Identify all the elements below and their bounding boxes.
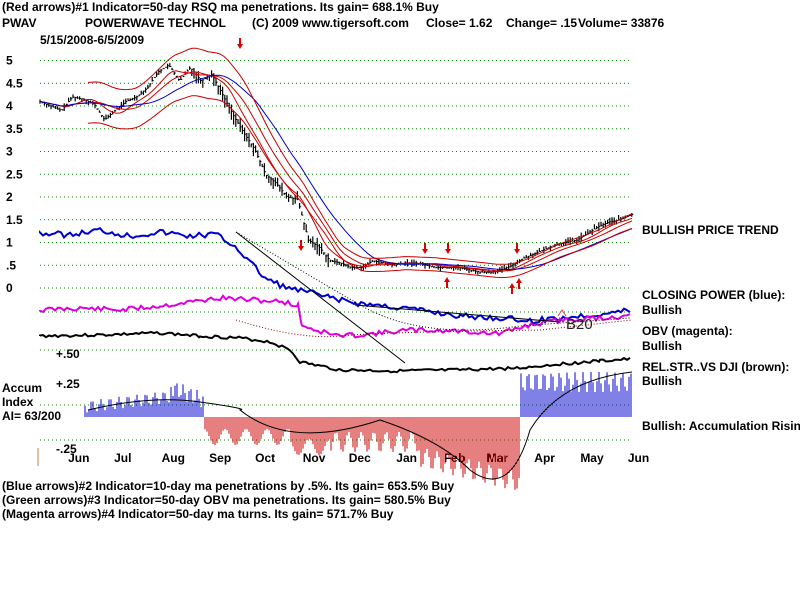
accum-tick-low: -.25 xyxy=(56,442,77,456)
ma-short-line xyxy=(39,70,633,273)
x-tick-label: Jan xyxy=(396,451,417,465)
y-tick-label: 4.5 xyxy=(6,76,23,90)
y-tick-label: 4 xyxy=(6,99,13,113)
caret-marker xyxy=(557,309,567,317)
volume-label: Volume= 33876 xyxy=(578,16,665,30)
x-tick-label: Sep xyxy=(209,451,231,465)
obv-label: OBV (magenta): xyxy=(642,324,733,338)
buy-arrow xyxy=(509,283,515,294)
trend-line xyxy=(354,304,561,323)
y-tick-label: 1 xyxy=(6,236,13,250)
y-tick-label: .5 xyxy=(6,258,16,272)
symbol-label: PWAV xyxy=(2,16,37,30)
buy-arrow xyxy=(444,277,450,288)
x-tick-label: Jun xyxy=(628,451,649,465)
sell-arrow xyxy=(237,38,243,49)
x-tick-label: Jul xyxy=(114,451,131,465)
b20-annotation: B20 xyxy=(566,316,593,333)
indicator-4-text: (Magenta arrows)#4 Indicator=50-day ma t… xyxy=(2,507,394,521)
change-label: Change= .15 xyxy=(506,16,578,30)
x-tick-label: Apr xyxy=(534,451,555,465)
y-tick-label: 2 xyxy=(6,190,13,204)
y-tick-label: 2.5 xyxy=(6,167,23,181)
sell-arrow xyxy=(298,240,304,251)
x-tick-label: Jun xyxy=(68,451,89,465)
closing-power-label: CLOSING POWER (blue): xyxy=(642,288,786,302)
date-range-label: 5/15/2008-6/5/2009 xyxy=(40,33,145,47)
y-tick-label: 3.5 xyxy=(6,122,23,136)
accum-tick-top: +.50 xyxy=(56,347,80,361)
copyright-label: (C) 2009 www.tigersoft.com xyxy=(252,16,409,30)
y-tick-label: 1.5 xyxy=(6,213,23,227)
closing-power-state: Bullish xyxy=(642,303,683,317)
sell-arrow xyxy=(514,243,520,254)
trend-line xyxy=(235,231,406,364)
indicator-1-text: (Red arrows)#1 Indicator=50-day RSQ ma p… xyxy=(2,0,439,14)
ma-long-line xyxy=(39,74,633,270)
price-trend-label: BULLISH PRICE TREND xyxy=(642,223,779,237)
sell-arrow xyxy=(445,243,451,254)
closing-power-line xyxy=(39,227,631,325)
indicator-2-text: (Blue arrows)#2 Indicator=10-day ma pene… xyxy=(2,479,455,493)
accum-tick-mid: +.25 xyxy=(56,377,80,391)
ma-mid-line xyxy=(39,71,633,272)
accum-state-label: Bullish: Accumulation Rising xyxy=(642,419,800,433)
relstr-line xyxy=(39,330,631,374)
indicator-3-text: (Green arrows)#3 Indicator=50-day OBV ma… xyxy=(2,493,451,507)
x-tick-label: Dec xyxy=(349,451,371,465)
y-tick-label: 5 xyxy=(6,54,13,68)
y-tick-label: 0 xyxy=(6,281,13,295)
sell-arrow xyxy=(422,243,428,254)
x-tick-label: Oct xyxy=(255,451,275,465)
band-upper-line xyxy=(87,47,633,265)
relstr-state: Bullish xyxy=(642,374,683,388)
accum-title-2: Index xyxy=(2,395,34,409)
x-tick-label: Nov xyxy=(303,451,326,465)
obv-state: Bullish xyxy=(642,339,683,353)
relstr-label: REL.STR..VS DJI (brown): xyxy=(642,360,790,374)
accum-ma-line xyxy=(87,371,633,480)
accum-title-1: Accum xyxy=(2,381,43,395)
y-tick-label: 3 xyxy=(6,145,13,159)
band-lower-line xyxy=(87,95,633,278)
x-tick-label: May xyxy=(580,451,604,465)
close-label: Close= 1.62 xyxy=(426,16,493,30)
buy-arrow xyxy=(516,278,522,289)
accum-ai: AI= 63/200 xyxy=(2,409,62,423)
x-tick-label: Aug xyxy=(162,451,185,465)
company-label: POWERWAVE TECHNOL xyxy=(85,16,226,30)
